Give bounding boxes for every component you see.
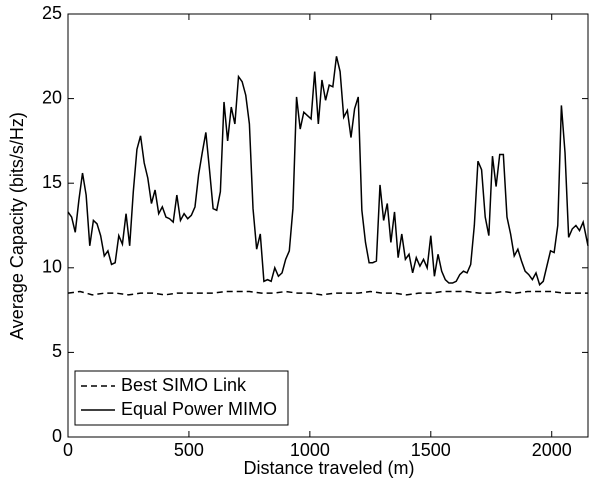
series-line [67,56,589,287]
y-tick-label: 25 [42,3,62,23]
legend-label: Equal Power MIMO [121,399,277,419]
legend-box [74,370,289,426]
y-tick-label: 15 [42,172,62,192]
x-tick-label: 500 [174,440,204,460]
y-axis-label: Average Capacity (bits/s/Hz) [7,112,27,340]
series-line [67,290,588,296]
x-tick-label: 2000 [532,440,572,460]
y-tick-label: 10 [42,257,62,277]
plot-frame [67,13,589,438]
x-tick-label: 0 [63,440,73,460]
legend-label: Best SIMO Link [121,375,247,395]
x-tick-label: 1500 [411,440,451,460]
y-tick-label: 20 [42,87,62,107]
y-tick-label: 5 [52,341,62,361]
x-axis-label: Distance traveled (m) [243,458,414,478]
x-tick-label: 1000 [290,440,330,460]
y-tick-label: 0 [52,426,62,446]
